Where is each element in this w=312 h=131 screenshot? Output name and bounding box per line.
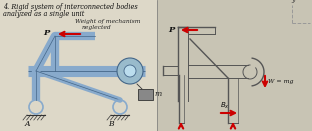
Text: m: m: [154, 90, 161, 98]
Text: $B_x$: $B_x$: [220, 101, 230, 111]
Circle shape: [117, 58, 143, 84]
Text: $A_y$: $A_y$: [174, 130, 184, 131]
Text: Weight of mechanism: Weight of mechanism: [75, 19, 140, 24]
Bar: [0, 0, 157, 131]
FancyBboxPatch shape: [138, 89, 153, 100]
Text: $B_y$: $B_y$: [228, 130, 238, 131]
Text: P: P: [168, 26, 174, 34]
Bar: [157, 0, 312, 131]
Text: neglected: neglected: [82, 25, 112, 30]
Text: P: P: [43, 29, 49, 37]
Text: y: y: [291, 0, 295, 3]
Text: B: B: [108, 120, 114, 128]
Circle shape: [124, 65, 136, 77]
Text: W = mg: W = mg: [268, 78, 294, 83]
Text: 4. Rigid system of interconnected bodies: 4. Rigid system of interconnected bodies: [3, 3, 138, 11]
Text: A: A: [24, 120, 30, 128]
Text: analyzed as a single unit: analyzed as a single unit: [3, 10, 84, 18]
